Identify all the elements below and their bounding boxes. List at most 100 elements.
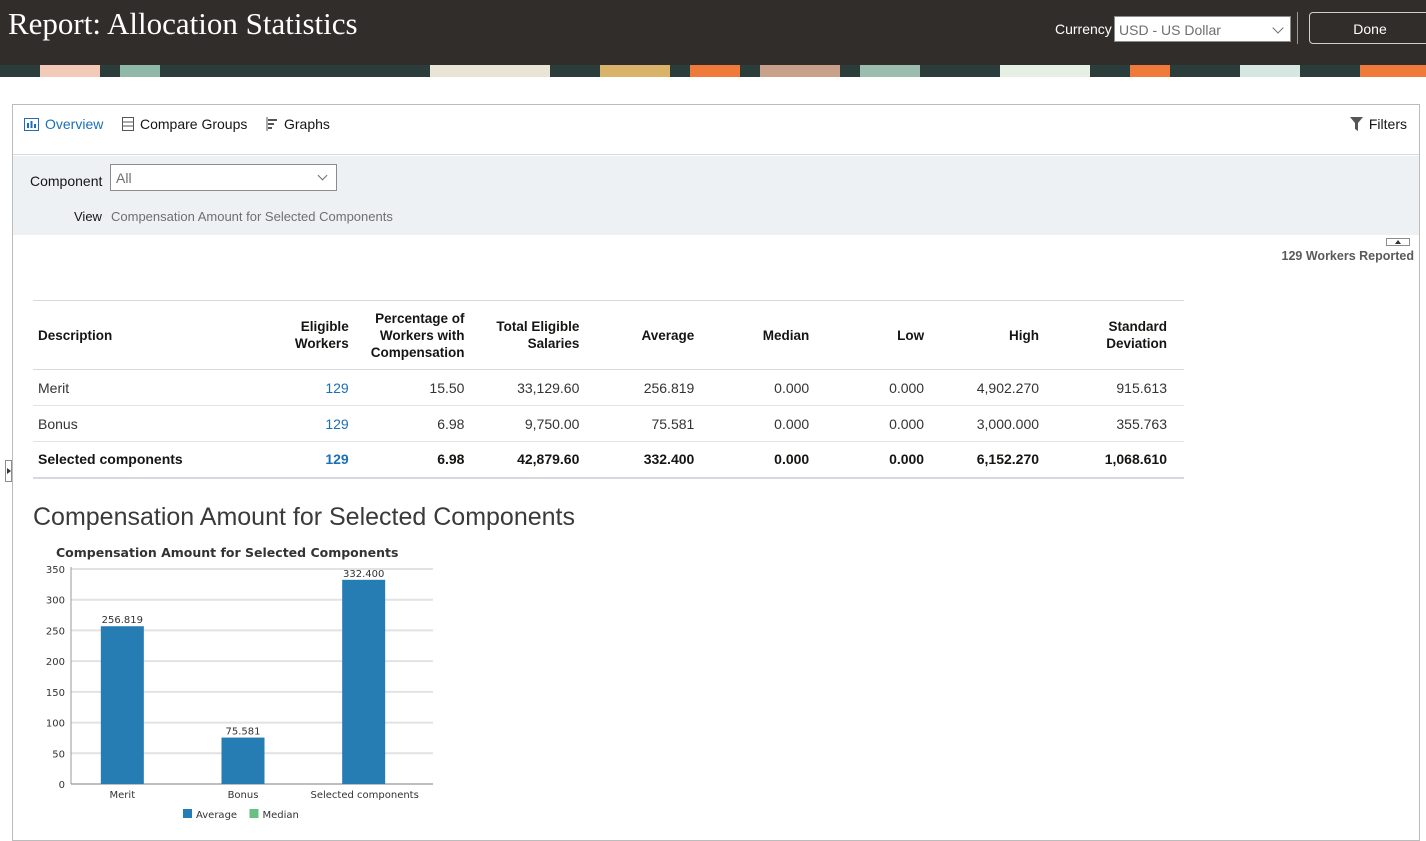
- data-label: 75.581: [226, 727, 261, 738]
- column-header: High: [1009, 327, 1040, 343]
- table-cell: Merit: [38, 379, 70, 396]
- legend-label: Median: [263, 810, 299, 821]
- data-label: 332.400: [343, 569, 384, 580]
- table-cell: 915.613: [1116, 379, 1167, 396]
- bar-chart: Compensation Amount for Selected Compone…: [46, 545, 433, 821]
- column-header: Standard Deviation: [1106, 319, 1167, 351]
- chevron-down-icon: [317, 170, 328, 181]
- y-tick-label: 0: [59, 780, 65, 791]
- side-panel-toggle[interactable]: [5, 460, 12, 482]
- currency-label: Currency: [1055, 21, 1112, 37]
- table-cell: 0.000: [774, 451, 810, 468]
- table-cell: 355.763: [1116, 415, 1167, 432]
- app-header: Report: Allocation Statistics Currency U…: [0, 0, 1426, 65]
- legend-swatch: [249, 809, 259, 818]
- y-tick-label: 200: [46, 657, 65, 668]
- y-tick-label: 100: [46, 719, 65, 730]
- table-total-row: Selected components 129 6.98 42,879.60 3…: [33, 442, 1184, 478]
- x-tick-label: Selected components: [311, 790, 419, 801]
- column-header: Eligible Workers: [294, 319, 349, 351]
- view-value: Compensation Amount for Selected Compone…: [111, 209, 393, 224]
- table-cell: 0.000: [774, 379, 810, 396]
- legend-label: Average: [196, 810, 237, 821]
- table-cell: 0.000: [889, 415, 925, 432]
- table-cell: 6.98: [437, 451, 465, 468]
- y-tick-label: 50: [52, 749, 65, 760]
- x-tick-label: Merit: [110, 790, 136, 801]
- table-header-row: Description Eligible Workers Percentage …: [33, 300, 1184, 370]
- y-tick-label: 300: [46, 596, 65, 607]
- column-header: Total Eligible Salaries: [496, 319, 580, 351]
- caret-right-icon: [7, 468, 11, 474]
- filters-button[interactable]: Filters: [1349, 116, 1407, 132]
- column-header: Percentage of Workers with Compensation: [370, 310, 465, 360]
- overview-icon: [24, 117, 39, 131]
- tab-overview-label: Overview: [45, 116, 104, 132]
- table-row: Merit 129 15.50 33,129.60 256.819 0.000 …: [33, 370, 1184, 406]
- collapse-button[interactable]: [1386, 238, 1410, 246]
- tab-graphs-label: Graphs: [284, 116, 330, 132]
- currency-select[interactable]: USD - US Dollar: [1114, 16, 1291, 42]
- tab-compare-groups[interactable]: Compare Groups: [122, 116, 247, 132]
- legend-swatch: [183, 809, 192, 818]
- currency-value: USD - US Dollar: [1119, 22, 1221, 38]
- y-tick-label: 250: [46, 626, 65, 637]
- workers-reported: 129 Workers Reported: [1281, 249, 1414, 263]
- table-cell: 42,879.60: [517, 451, 580, 468]
- column-header: Description: [38, 327, 113, 343]
- table-cell: 6,152.270: [976, 451, 1040, 468]
- tab-overview[interactable]: Overview: [24, 116, 103, 132]
- table-cell: 332.400: [643, 451, 695, 468]
- table-cell: Bonus: [38, 415, 78, 432]
- header-divider: [1297, 12, 1298, 44]
- y-tick-label: 350: [46, 565, 65, 576]
- filter-icon: [1349, 117, 1363, 131]
- filters-label: Filters: [1368, 116, 1407, 132]
- graphs-icon: [266, 117, 277, 131]
- table-cell: 33,129.60: [517, 379, 580, 396]
- table-cell: 9,750.00: [524, 415, 580, 432]
- tab-compare-groups-label: Compare Groups: [140, 116, 248, 132]
- y-tick-label: 150: [46, 688, 65, 699]
- component-select[interactable]: All: [110, 164, 337, 191]
- criteria-region: Component All View Compensation Amount f…: [13, 156, 1419, 235]
- table-cell: 0.000: [889, 451, 925, 468]
- caret-up-icon: [1395, 240, 1401, 244]
- table-cell: 15.50: [429, 379, 465, 396]
- table-cell: 4,902.270: [976, 379, 1040, 396]
- bar: [342, 579, 386, 784]
- chevron-down-icon: [1272, 22, 1284, 34]
- table-row: Bonus 129 6.98 9,750.00 75.581 0.000 0.0…: [33, 406, 1184, 442]
- component-label: Component: [30, 173, 103, 189]
- column-header: Average: [641, 327, 695, 343]
- x-tick-label: Bonus: [228, 790, 259, 801]
- bar: [221, 737, 265, 784]
- bar: [100, 626, 144, 784]
- tab-graphs[interactable]: Graphs: [266, 116, 330, 132]
- table-cell: 3,000.000: [976, 415, 1040, 432]
- table-cell: 75.581: [651, 415, 695, 432]
- table-cell: 1,068.610: [1104, 451, 1167, 468]
- data-label: 256.819: [102, 615, 143, 626]
- compare-groups-icon: [122, 117, 134, 131]
- eligible-workers-link[interactable]: 129: [325, 415, 349, 432]
- section-title: Compensation Amount for Selected Compone…: [33, 503, 575, 531]
- component-value: All: [116, 170, 132, 186]
- page-title: Report: Allocation Statistics: [8, 6, 358, 41]
- column-header: Median: [762, 327, 810, 343]
- table-cell: 6.98: [437, 415, 465, 432]
- table-cell: Selected components: [38, 451, 183, 468]
- report-panel: Overview Compare Groups Graphs Filters C…: [12, 104, 1420, 841]
- table-cell: 256.819: [643, 379, 695, 396]
- column-header: Low: [897, 327, 925, 343]
- statistics-table: Description Eligible Workers Percentage …: [33, 300, 1184, 479]
- table-cell: 0.000: [774, 415, 810, 432]
- tab-bar: Overview Compare Groups Graphs Filters: [13, 105, 1419, 155]
- eligible-workers-link[interactable]: 129: [325, 379, 349, 396]
- table-cell: 0.000: [889, 379, 925, 396]
- eligible-workers-link[interactable]: 129: [325, 451, 349, 468]
- decorative-banner: [0, 65, 1426, 77]
- done-button[interactable]: Done: [1309, 12, 1426, 44]
- view-label: View: [74, 209, 102, 224]
- chart-title: Compensation Amount for Selected Compone…: [56, 545, 398, 560]
